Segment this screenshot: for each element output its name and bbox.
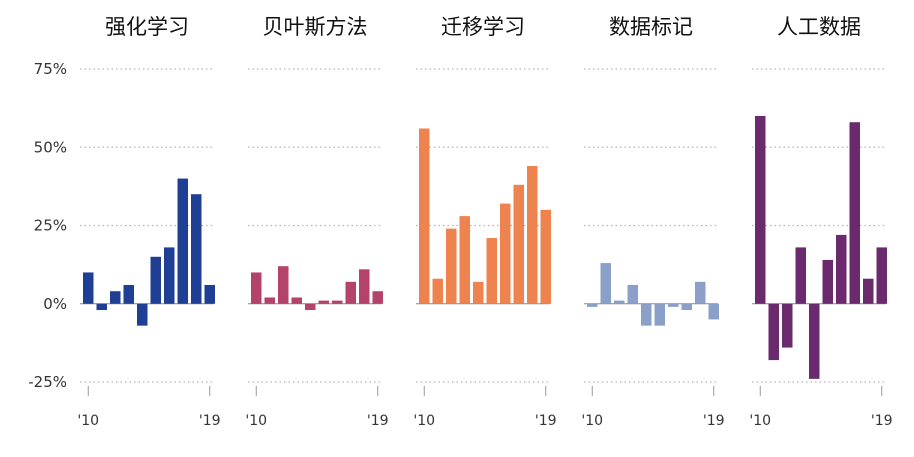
- bar-2016: [164, 247, 175, 304]
- bar-2019: [708, 303, 719, 320]
- bar-2014: [305, 303, 316, 311]
- bar-2010: [251, 272, 262, 304]
- x-tick-label: '10: [413, 413, 435, 429]
- y-tick-label: 25%: [34, 217, 67, 235]
- bar-2015: [654, 303, 665, 326]
- bar-2015: [486, 238, 497, 304]
- panel-1: 强化学习 '10 '19: [77, 15, 220, 429]
- y-tick-label: -25%: [28, 373, 67, 391]
- bar-2014: [137, 303, 148, 326]
- bar-2012: [278, 266, 289, 304]
- bar-2012: [782, 303, 793, 348]
- x-tick-label: '10: [245, 413, 267, 429]
- bar-2018: [359, 269, 370, 304]
- bar-2010: [587, 303, 598, 307]
- bar-2014: [641, 303, 652, 326]
- bar-2016: [500, 203, 511, 304]
- bar-2013: [123, 284, 134, 304]
- panel-title: 人工数据: [777, 15, 861, 39]
- bar-2017: [681, 303, 692, 311]
- bar-2017: [345, 281, 356, 304]
- bar-2015: [318, 300, 329, 304]
- panel-title: 数据标记: [609, 15, 693, 39]
- x-tick-label: '19: [703, 413, 725, 429]
- bar-2014: [473, 281, 484, 304]
- bar-2012: [446, 228, 457, 304]
- panel-4: 数据标记 '10 '19: [581, 15, 724, 429]
- bar-2016: [668, 303, 679, 307]
- panel-title: 迁移学习: [441, 15, 525, 39]
- bar-2018: [863, 278, 874, 304]
- bar-2011: [768, 303, 779, 361]
- bar-2013: [795, 247, 806, 304]
- bar-2017: [849, 122, 860, 304]
- bar-2015: [822, 259, 833, 304]
- bar-2013: [291, 297, 302, 304]
- bar-2018: [695, 281, 706, 304]
- bar-2017: [177, 178, 188, 304]
- bar-2019: [876, 247, 887, 304]
- bar-2012: [614, 300, 625, 304]
- x-tick-label: '10: [749, 413, 771, 429]
- panel-title: 贝叶斯方法: [263, 15, 368, 39]
- bar-2016: [836, 234, 847, 304]
- bar-2014: [809, 303, 820, 379]
- bar-2012: [110, 291, 121, 304]
- x-tick-label: '19: [199, 413, 221, 429]
- bar-2018: [191, 194, 202, 304]
- bar-2011: [96, 303, 107, 311]
- y-tick-label: 0%: [43, 295, 67, 313]
- panel-5: 人工数据 '10 '19: [749, 15, 892, 429]
- bar-2018: [527, 166, 538, 304]
- bar-2019: [204, 284, 215, 304]
- bar-2011: [264, 297, 275, 304]
- bar-2017: [513, 184, 524, 304]
- y-tick-label: 50%: [34, 138, 67, 156]
- panel-3: 迁移学习 '10 '19: [413, 15, 556, 429]
- bar-2011: [600, 263, 611, 304]
- bar-2019: [372, 291, 383, 304]
- bar-2016: [332, 300, 343, 304]
- y-tick-label: 75%: [34, 60, 67, 78]
- bar-2010: [755, 115, 766, 304]
- x-tick-label: '10: [581, 413, 603, 429]
- x-tick-label: '10: [77, 413, 99, 429]
- bar-2013: [459, 216, 470, 304]
- bar-2010: [419, 128, 430, 304]
- panel-title: 强化学习: [105, 15, 189, 39]
- bar-2011: [432, 278, 443, 304]
- panel-2: 贝叶斯方法 '10 '19: [245, 15, 388, 429]
- x-tick-label: '19: [367, 413, 389, 429]
- bar-2010: [83, 272, 94, 304]
- bar-2015: [150, 256, 161, 304]
- bar-2013: [627, 284, 638, 304]
- x-tick-label: '19: [871, 413, 893, 429]
- bar-2019: [540, 209, 551, 304]
- x-tick-label: '19: [535, 413, 557, 429]
